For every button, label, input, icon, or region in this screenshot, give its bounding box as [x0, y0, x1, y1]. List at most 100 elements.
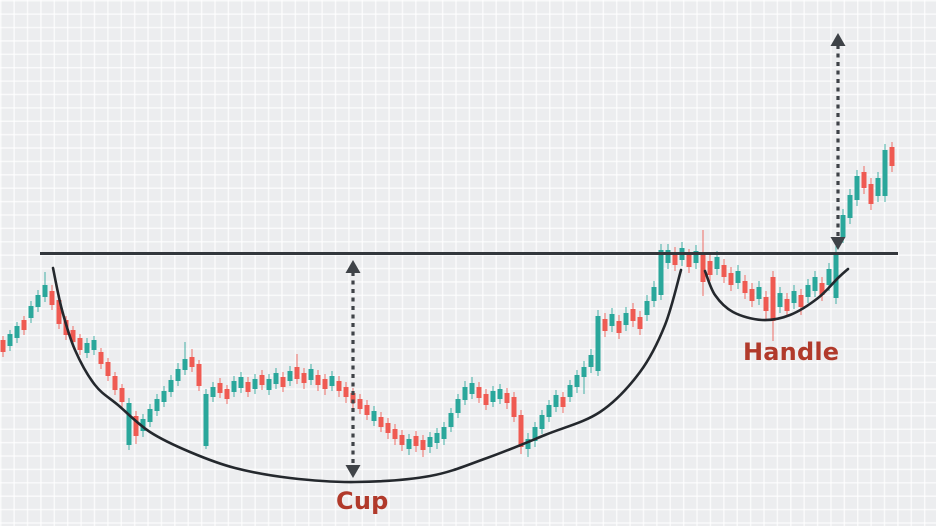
bull-candle	[168, 380, 174, 392]
bear-candle	[798, 295, 804, 307]
cup-curve	[51, 266, 683, 484]
bull-candle	[441, 427, 447, 439]
bull-candle	[581, 367, 587, 377]
bull-candle	[210, 387, 216, 397]
bear-candle	[399, 435, 405, 445]
bear-candle	[245, 382, 251, 392]
bull-candle	[427, 437, 433, 447]
bear-candle	[49, 291, 55, 305]
bull-candle	[406, 439, 412, 449]
cup-depth-arrow-down-head-icon	[345, 465, 361, 478]
bull-candle	[812, 277, 818, 291]
bear-candle	[616, 321, 622, 333]
bull-candle	[329, 376, 335, 386]
bear-candle	[70, 330, 76, 342]
bull-candle	[574, 375, 580, 387]
bull-candle	[665, 250, 671, 263]
bull-candle	[252, 379, 258, 389]
bull-candle	[833, 252, 839, 298]
bull-candle	[462, 387, 468, 400]
bull-candle	[539, 415, 545, 429]
breakout-target-arrow-down-head-icon	[830, 237, 846, 250]
bear-candle	[0, 340, 6, 352]
bull-candle	[175, 369, 181, 381]
bear-candle	[322, 379, 328, 389]
bull-candle	[525, 439, 531, 449]
bear-candle	[294, 367, 300, 379]
bull-candle	[147, 409, 153, 422]
bull-candle	[658, 250, 664, 295]
bull-candle	[595, 316, 601, 371]
bear-candle	[637, 317, 643, 329]
bull-candle	[693, 251, 699, 263]
bear-candle	[413, 436, 419, 446]
bear-candle	[784, 299, 790, 311]
bull-candle	[756, 287, 762, 299]
bull-candle	[567, 385, 573, 397]
bull-candle	[7, 334, 13, 346]
bull-candle	[714, 257, 720, 269]
bear-candle	[504, 393, 510, 403]
bear-candle	[189, 357, 195, 367]
bear-candle	[861, 172, 867, 188]
bull-candle	[840, 215, 846, 237]
bull-candle	[35, 295, 41, 307]
bear-candle	[301, 373, 307, 383]
bear-candle	[343, 387, 349, 397]
bear-candle	[763, 297, 769, 311]
bull-candle	[266, 379, 272, 390]
bear-candle	[350, 393, 356, 403]
bull-candle	[238, 377, 244, 388]
bear-candle	[868, 184, 874, 204]
bear-candle	[476, 387, 482, 398]
bear-candle	[602, 319, 608, 331]
bear-candle	[420, 440, 426, 450]
bull-candle	[434, 433, 440, 443]
bull-candle	[154, 399, 160, 411]
bull-candle	[84, 343, 90, 353]
bear-candle	[357, 399, 363, 409]
bull-candle	[805, 285, 811, 297]
bull-candle	[203, 394, 209, 446]
bear-candle	[686, 255, 692, 267]
bull-candle	[182, 359, 188, 370]
bear-candle	[721, 265, 727, 277]
bull-candle	[126, 403, 132, 445]
bear-candle	[560, 397, 566, 407]
bull-candle	[469, 383, 475, 394]
bull-candle	[609, 314, 615, 326]
bear-candle	[98, 352, 104, 364]
bull-candle	[371, 411, 377, 421]
bear-candle	[392, 429, 398, 439]
bear-candle	[280, 377, 286, 387]
bear-candle	[511, 397, 517, 417]
bull-candle	[882, 150, 888, 196]
bull-candle	[91, 340, 97, 350]
bull-candle	[231, 381, 237, 392]
bear-candle	[259, 375, 265, 385]
bear-candle	[21, 320, 27, 330]
bear-candle	[105, 362, 111, 376]
bull-candle	[287, 371, 293, 381]
bull-candle	[308, 369, 314, 380]
bull-candle	[455, 399, 461, 413]
bull-candle	[777, 293, 783, 307]
bear-candle	[119, 388, 125, 402]
bull-candle	[735, 271, 741, 283]
bear-candle	[707, 261, 713, 275]
bear-candle	[630, 309, 636, 321]
bear-candle	[749, 289, 755, 301]
bull-candle	[826, 269, 832, 285]
bear-candle	[336, 381, 342, 391]
handle-label: Handle	[743, 338, 840, 366]
bull-candle	[875, 178, 881, 196]
bear-candle	[56, 300, 62, 324]
bull-candle	[553, 395, 559, 407]
bull-candle	[532, 427, 538, 441]
cup-label: Cup	[336, 487, 389, 515]
bear-candle	[378, 417, 384, 427]
bear-candle	[112, 376, 118, 390]
bear-candle	[518, 415, 524, 447]
